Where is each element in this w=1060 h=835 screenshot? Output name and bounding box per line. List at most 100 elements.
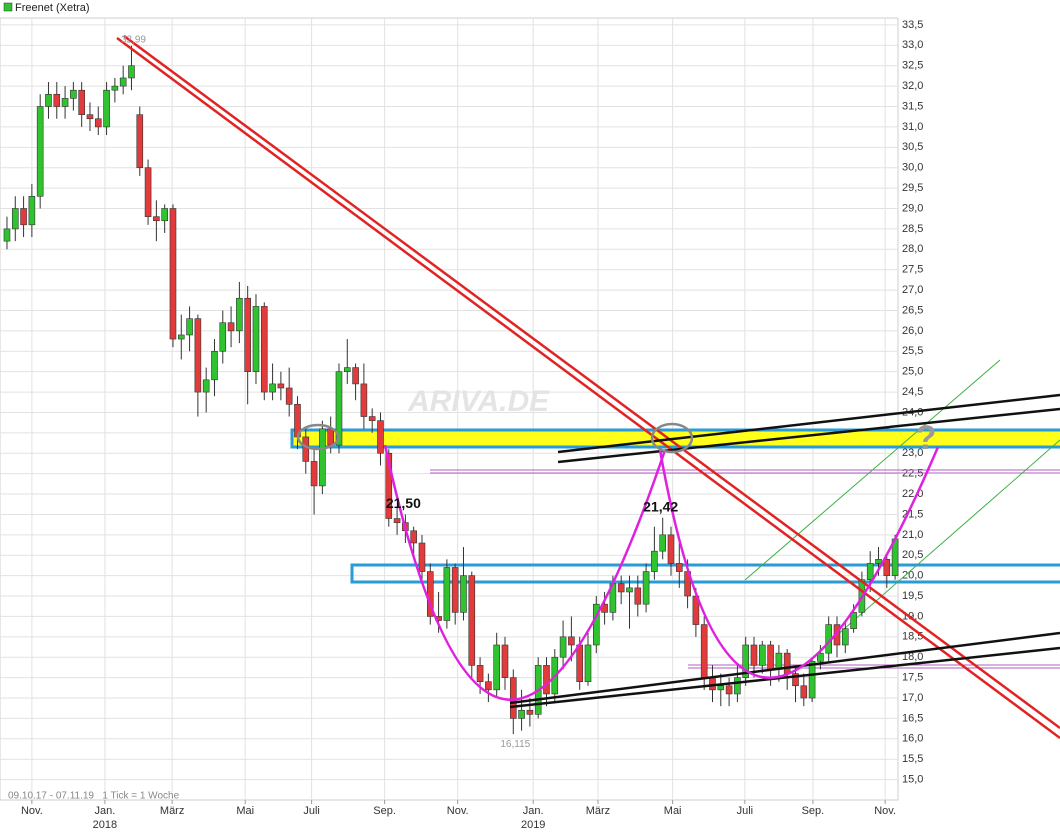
candle-body	[501, 644, 509, 678]
candle-body	[36, 106, 44, 197]
candle-body	[11, 208, 19, 230]
candle-body	[518, 709, 525, 719]
candle-body	[169, 208, 177, 340]
y-tick-label: 20,5	[902, 549, 923, 561]
year-label: 2018	[93, 819, 117, 831]
annotation-label: 21,42	[643, 498, 678, 514]
y-tick-label: 30,5	[902, 141, 923, 153]
x-tick-label: Sep.	[373, 805, 396, 817]
y-tick-label: 32,0	[902, 80, 923, 92]
y-tick-label: 28,5	[902, 223, 923, 235]
candle-body	[310, 461, 318, 487]
trend-line	[123, 34, 1060, 730]
candle-body	[3, 228, 11, 242]
y-tick-label: 18,0	[902, 651, 923, 663]
candle-body	[443, 567, 451, 621]
y-tick-label: 26,0	[902, 325, 923, 337]
y-tick-label: 16,0	[902, 733, 923, 745]
annotation-label: 32,99	[121, 34, 146, 45]
candle-body	[285, 387, 293, 405]
candle-body	[53, 93, 61, 107]
x-tick-label: Nov.	[447, 805, 469, 817]
trend-drawings: ?	[116, 34, 1060, 740]
candle-body	[94, 118, 102, 128]
candle-body	[418, 542, 426, 572]
x-tick-label: Mai	[236, 805, 254, 817]
candle-body	[526, 709, 534, 715]
candle-body	[742, 644, 749, 678]
candle-body	[568, 636, 575, 646]
x-tick-label: Nov.	[21, 805, 43, 817]
candle-body	[675, 563, 683, 572]
candle-body	[335, 371, 343, 446]
watermark: ARIVA.DE	[407, 385, 550, 418]
channel-line	[744, 359, 1001, 581]
candle-body	[709, 677, 716, 691]
candle-body	[509, 677, 517, 719]
candle-body	[493, 644, 500, 691]
trend-line	[509, 646, 1060, 709]
y-tick-label: 29,5	[902, 182, 923, 194]
trend-line	[509, 631, 1060, 705]
candle-body	[460, 575, 467, 613]
candle-body	[343, 367, 351, 372]
candle-body	[20, 208, 27, 226]
candle-body	[476, 665, 484, 683]
candle-body	[758, 644, 766, 666]
x-tick-label: Nov.	[874, 805, 896, 817]
x-tick-label: Jan.	[523, 805, 544, 817]
candle-body	[277, 383, 285, 389]
y-tick-label: 31,5	[902, 100, 923, 112]
y-tick-label: 28,0	[902, 243, 923, 255]
candle-body	[128, 65, 135, 79]
y-tick-label: 33,0	[902, 39, 923, 51]
y-tick-label: 19,0	[902, 610, 923, 622]
candle-body	[136, 114, 144, 169]
candle-body	[45, 93, 52, 107]
candle-body	[28, 195, 36, 226]
candle-body	[368, 416, 376, 421]
y-tick-label: 32,5	[902, 60, 923, 72]
y-tick-label: 26,5	[902, 304, 923, 316]
x-tick-label: März	[586, 805, 610, 817]
x-tick-label: Mai	[664, 805, 682, 817]
year-label: 2019	[521, 819, 545, 831]
highlight-circle	[296, 423, 340, 451]
candle-body	[808, 661, 816, 699]
candle-body	[244, 297, 251, 372]
candle-body	[236, 297, 243, 332]
candle-body	[750, 644, 758, 666]
candle-body	[584, 644, 592, 683]
candle-body	[227, 322, 235, 332]
candle-body	[734, 677, 741, 695]
candle-body	[103, 89, 110, 128]
annotation-label: 21,50	[386, 495, 421, 511]
y-tick-label: 30,0	[902, 162, 923, 174]
candle-body	[161, 208, 168, 222]
candle-body	[559, 636, 567, 658]
candle-body	[211, 350, 218, 381]
y-tick-label: 23,0	[902, 447, 923, 459]
y-tick-label: 25,0	[902, 366, 923, 378]
candle-body	[659, 534, 666, 552]
y-tick-label: 27,0	[902, 284, 923, 296]
y-tick-label: 19,5	[902, 590, 923, 602]
y-tick-label: 27,5	[902, 264, 923, 276]
candle-body	[717, 685, 725, 691]
candle-body	[841, 628, 849, 646]
candle-body	[269, 383, 276, 393]
y-tick-label: 29,0	[902, 202, 923, 214]
candle-body	[186, 318, 193, 336]
y-tick-label: 33,5	[902, 19, 923, 31]
candle-body	[700, 624, 708, 678]
support-zone	[350, 563, 1060, 584]
candle-body	[468, 575, 476, 666]
question-mark: ?	[916, 419, 937, 457]
trend-line	[557, 407, 1060, 464]
y-tick-label: 21,5	[902, 508, 923, 520]
candle-body	[634, 587, 642, 605]
y-tick-label: 18,5	[902, 631, 923, 643]
candle-body	[485, 681, 492, 691]
y-tick-label: 25,5	[902, 345, 923, 357]
candle-body	[360, 383, 368, 417]
